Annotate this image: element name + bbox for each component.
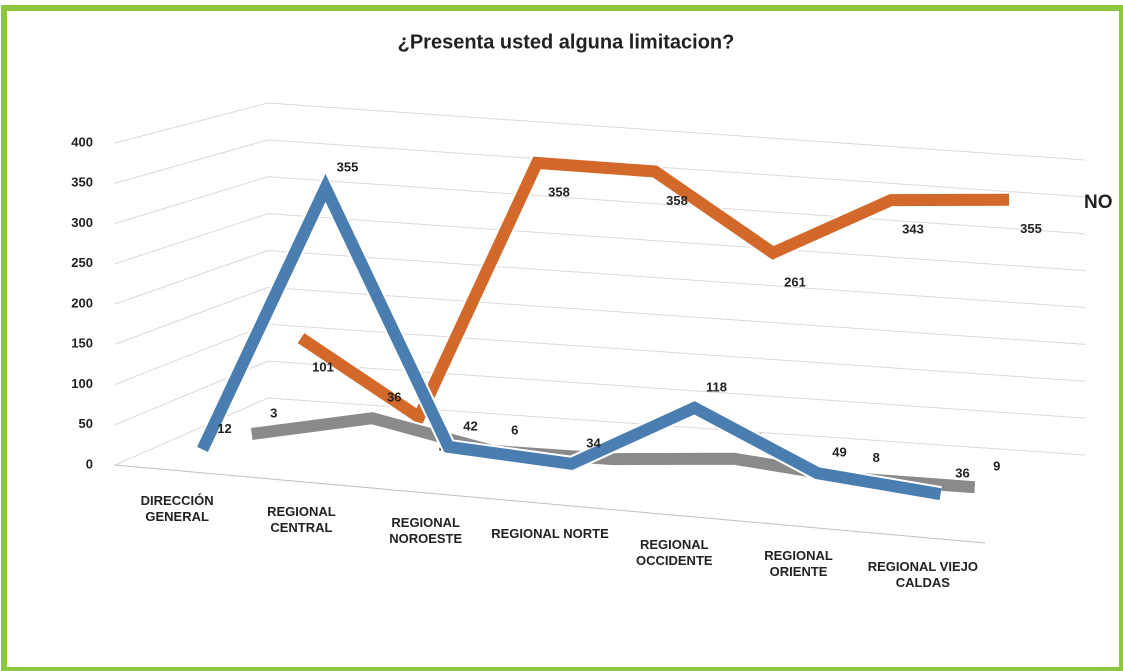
data-label: 358 — [666, 193, 688, 208]
y-tick-label: 50 — [79, 416, 93, 431]
series-line — [197, 173, 942, 501]
data-label: 36 — [387, 390, 401, 405]
y-tick-label: 250 — [71, 255, 93, 270]
data-label: 42 — [463, 418, 477, 433]
x-tick-label: REGIONAL OCCIDENTE — [636, 537, 713, 569]
grid-line — [114, 360, 1086, 426]
grid-line — [114, 213, 1086, 272]
grid-line — [114, 102, 1086, 161]
legend-label: NO — [1084, 192, 1113, 213]
y-tick-label: 0 — [86, 456, 93, 471]
data-label: 118 — [706, 379, 727, 394]
grid-line — [114, 139, 1086, 198]
x-tick-label: REGIONAL ORIENTE — [764, 548, 833, 580]
grid-line — [114, 249, 1086, 308]
data-label: 49 — [832, 445, 846, 460]
y-tick-label: 350 — [71, 175, 93, 190]
data-label: 12 — [217, 421, 231, 436]
x-tick-label: REGIONAL VIEJO CALDAS — [867, 559, 978, 591]
y-tick-label: 100 — [71, 376, 93, 391]
x-tick-label: DIRECCIÓN GENERAL — [140, 492, 214, 524]
series-line — [297, 156, 1010, 427]
grid-line — [114, 176, 1086, 235]
chart-title: ¿Presenta usted alguna limitacion? — [398, 31, 735, 53]
data-label: 343 — [902, 222, 924, 237]
y-tick-label: 400 — [71, 134, 93, 149]
data-label: 36 — [955, 466, 969, 481]
x-tick-label: REGIONAL CENTRAL — [267, 503, 336, 535]
data-label: 261 — [784, 274, 806, 289]
data-label: 34 — [586, 435, 601, 450]
data-label: 101 — [312, 360, 334, 375]
data-label: 8 — [873, 450, 880, 465]
y-tick-label: 150 — [71, 336, 93, 351]
data-label: 355 — [337, 159, 359, 174]
data-label: 9 — [993, 459, 1000, 474]
grid-line — [114, 286, 1086, 345]
x-tick-label: REGIONAL NOROESTE — [389, 514, 463, 546]
data-label: 358 — [548, 184, 570, 199]
frame — [1, 5, 1123, 671]
y-tick-label: 300 — [71, 215, 93, 230]
data-label: 355 — [1020, 221, 1042, 236]
grid-line — [114, 397, 1086, 466]
data-label: 6 — [511, 422, 518, 437]
x-tick-label: REGIONAL NORTE — [491, 526, 609, 541]
y-tick-label: 200 — [71, 295, 93, 310]
data-label: 3 — [270, 405, 277, 420]
x-axis — [114, 464, 986, 544]
